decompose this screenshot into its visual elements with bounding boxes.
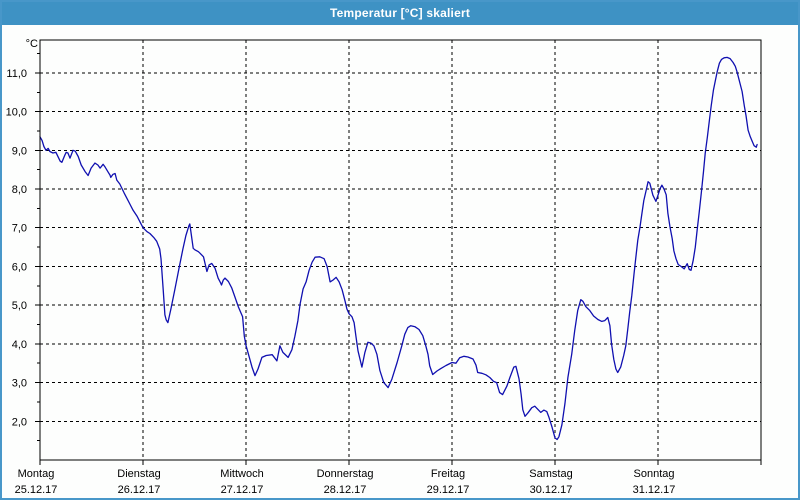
y-tick-label: 8,0 [12,184,27,196]
x-date-label: 27.12.17 [221,484,264,496]
x-day-label: Donnerstag [317,468,374,480]
x-date-label: 31.12.17 [633,484,676,496]
window-title: Temperatur [°C] skaliert [329,6,471,20]
y-tick-label: 7,0 [12,223,27,235]
y-tick-label: 11,0 [6,68,27,80]
y-axis-unit-label: °C [26,38,38,50]
temperature-line [39,56,758,441]
x-day-label: Mittwoch [220,468,263,480]
chart-area: 2,0 3,0 4,0 5,0 6,0 7,0 8,0 9,0 10,0 11,0 °C Montag… [2,25,798,498]
x-date-label: 30.12.17 [530,484,573,496]
y-tick-label: 6,0 [12,261,27,273]
y-tick-label: 3,0 [12,378,27,390]
temperature-chart: 2,0 3,0 4,0 5,0 6,0 7,0 8,0 9,0 10,0 11,0 °C Montag… [6,38,762,496]
x-day-label: Montag [18,468,55,480]
y-tick-label: 2,0 [12,416,27,428]
plot-border [39,39,762,461]
x-day-label: Dienstag [117,468,160,480]
x-day-label: Sonntag [634,468,675,480]
y-tick-label: 9,0 [12,145,27,157]
y-tick-label: 10,0 [6,107,27,119]
y-tick-label: 4,0 [12,339,27,351]
x-date-label: 25.12.17 [15,484,58,496]
x-date-label: 28.12.17 [324,484,367,496]
x-date-label: 26.12.17 [118,484,161,496]
x-date-label: 29.12.17 [427,484,470,496]
window-title-bar: Temperatur [°C] skaliert [2,2,798,25]
x-day-label: Freitag [431,468,465,480]
x-day-label: Samstag [529,468,572,480]
y-tick-label: 5,0 [12,300,27,312]
